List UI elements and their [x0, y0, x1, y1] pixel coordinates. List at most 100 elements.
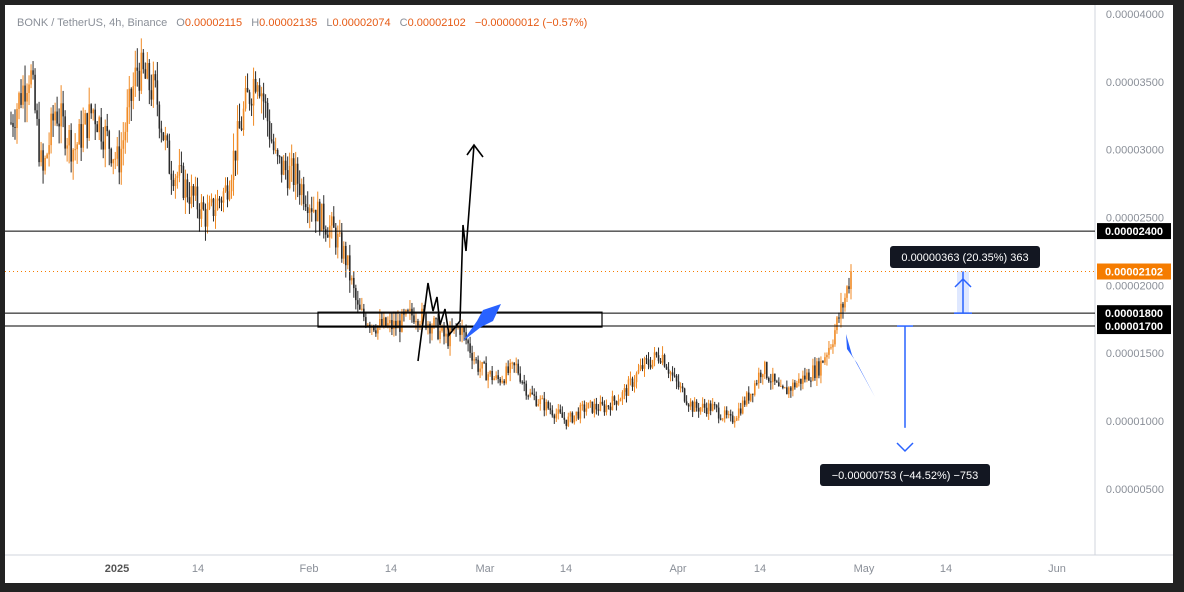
candle-body: [22, 85, 24, 105]
candle-body: [727, 414, 730, 416]
candle-body: [254, 78, 257, 92]
candle-body: [595, 403, 598, 410]
candle-body: [721, 418, 724, 420]
candle-body: [419, 324, 421, 326]
candle-body: [36, 110, 38, 119]
candle-body: [619, 399, 622, 402]
projection-path[interactable]: [417, 144, 475, 362]
price-tick-label: 0.00004000: [1106, 9, 1164, 21]
symbol-legend: BONK / TetherUS, 4h, Binance O0.00002115…: [17, 17, 587, 29]
candle-body: [302, 184, 305, 204]
candle-body: [469, 343, 471, 353]
candle-body: [778, 382, 780, 386]
candle-body: [260, 93, 263, 97]
candle-body: [635, 373, 638, 383]
candle-body: [174, 177, 177, 187]
time-tick-label: Jun: [1048, 563, 1066, 575]
candle-body: [44, 157, 46, 171]
candle-body: [763, 362, 766, 375]
candle-body: [749, 393, 752, 401]
candle-body: [737, 408, 740, 418]
candle-body: [739, 408, 742, 414]
candle-body: [435, 318, 437, 320]
candle-body: [415, 321, 417, 323]
candle-body: [451, 327, 453, 331]
candle-body: [242, 108, 245, 130]
candle-body: [413, 315, 415, 323]
candle-body: [755, 383, 758, 385]
pointer-arrow-right[interactable]: [846, 334, 875, 397]
candle-body: [170, 173, 173, 180]
candle-body: [581, 404, 584, 406]
candle-body: [723, 410, 726, 419]
candle-body: [523, 381, 526, 384]
candle-body: [784, 387, 786, 389]
candle-body: [709, 403, 712, 411]
symbol-title[interactable]: BONK / TetherUS, 4h, Binance: [17, 17, 168, 29]
candle-body: [593, 403, 596, 413]
candle-body: [110, 148, 113, 164]
candle-body: [266, 102, 269, 122]
candle-body: [691, 401, 694, 412]
candle-body: [743, 400, 746, 405]
candle-body: [140, 52, 143, 91]
candle-body: [102, 141, 105, 150]
candle-body: [679, 386, 682, 388]
candle-body: [138, 70, 141, 91]
candle-body: [200, 202, 203, 219]
candle-body: [545, 401, 548, 411]
candle-body: [204, 209, 207, 227]
candle-body: [667, 369, 670, 374]
candle-body: [42, 150, 44, 171]
candle-body: [88, 104, 90, 139]
candle-body: [555, 413, 558, 419]
candle-body: [759, 372, 762, 378]
candle-body: [106, 125, 109, 132]
candle-body: [353, 277, 355, 289]
candle-body: [483, 362, 485, 364]
candle-body: [623, 388, 626, 393]
candle-body: [190, 186, 193, 204]
candle-body: [591, 401, 594, 413]
candle-body: [587, 402, 590, 409]
candle-body: [665, 366, 668, 370]
level-price-tag: [1097, 318, 1171, 335]
candle-body: [481, 362, 483, 369]
candle-body: [585, 408, 588, 412]
candle-body: [332, 216, 335, 228]
candle-body: [409, 308, 411, 312]
candle-body: [806, 372, 808, 380]
measure-up-arrowhead: [954, 277, 972, 288]
candle-body: [34, 74, 36, 111]
candle-body: [687, 404, 690, 407]
open-value: 0.00002115: [184, 17, 243, 29]
candle-body: [639, 365, 642, 370]
candle-body: [234, 150, 237, 161]
candle-body: [437, 318, 439, 339]
time-tick-label: 14: [385, 563, 397, 575]
candle-body: [142, 52, 145, 70]
candle-body: [144, 69, 147, 79]
candle-body: [543, 398, 546, 411]
candle-body: [76, 144, 78, 150]
candle-body: [603, 404, 606, 413]
candle-body: [559, 409, 562, 413]
candle-body: [814, 365, 816, 379]
candle-body: [298, 183, 301, 196]
candle-body: [28, 84, 30, 93]
pointer-arrow-left[interactable]: [463, 304, 501, 341]
candle-body: [294, 163, 297, 186]
candle-body: [449, 327, 451, 347]
candle-body: [816, 361, 818, 379]
candle-body: [820, 360, 822, 376]
candle-body: [792, 382, 794, 391]
candle-body: [441, 326, 443, 331]
candle-body: [98, 117, 101, 133]
candle-body: [72, 149, 74, 162]
candle-body: [120, 148, 123, 173]
candle-body: [182, 166, 185, 198]
candle-body: [351, 277, 353, 281]
candle-body: [705, 407, 708, 414]
candle-body: [443, 326, 445, 337]
